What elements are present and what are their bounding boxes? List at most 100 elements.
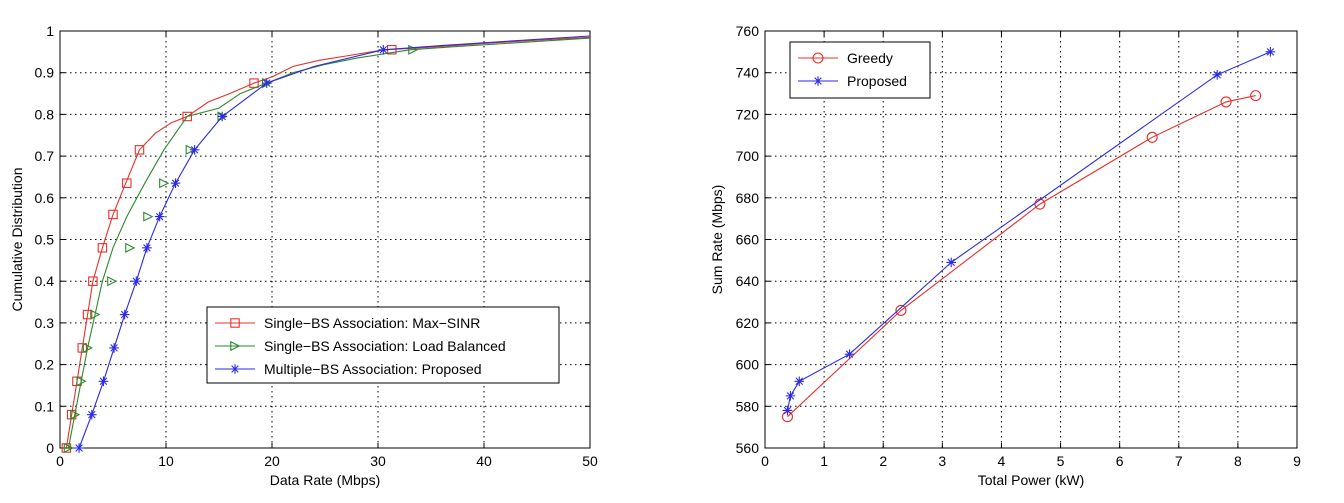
data-point [134, 145, 145, 155]
data-point [794, 376, 805, 387]
x-tick-label: 7 [1175, 453, 1183, 469]
y-tick-label: 640 [736, 273, 760, 289]
y-tick-label: 0 [46, 440, 54, 456]
data-point [98, 376, 109, 387]
y-tick-label: 620 [736, 315, 760, 331]
data-point [895, 304, 907, 316]
y-tick-label: 0.4 [35, 273, 55, 289]
data-point [77, 343, 88, 353]
data-point [249, 78, 259, 88]
data-point [107, 276, 118, 287]
data-point [1220, 96, 1232, 108]
x-tick-label: 9 [1293, 453, 1301, 469]
y-axis-label: Cumulative Distribution [9, 168, 25, 312]
sum-rate-chart: 0 1 2 3 4 5 6 7 8 9 560 580 600 620 640 660 680 700 720 740… [709, 23, 1301, 488]
data-point [142, 243, 152, 253]
y-tick-label: 0.1 [35, 398, 55, 414]
y-tick-label: 1 [46, 23, 54, 39]
data-point [785, 391, 796, 401]
y-tick-label: 0.6 [35, 190, 55, 206]
x-tick-label: 10 [158, 453, 174, 469]
data-point [782, 405, 793, 416]
data-point [97, 243, 108, 253]
series-3 [74, 35, 591, 453]
data-point [109, 343, 119, 353]
legend-swatch-marker [813, 76, 823, 86]
data-point [185, 144, 196, 155]
legend: Single−BS Association: Max−SINR Single−BS… [206, 306, 560, 384]
data-point [261, 78, 272, 88]
data-point [170, 178, 181, 189]
y-tick-label: 0.2 [35, 357, 55, 373]
data-point [131, 276, 142, 286]
data-point [82, 342, 93, 354]
x-tick-label: 30 [370, 453, 386, 469]
legend-item: Multiple−BS Association: Proposed [215, 361, 482, 377]
data-point [159, 178, 170, 189]
y-tick-label: 720 [736, 106, 760, 122]
data-point [154, 211, 165, 222]
data-point [108, 209, 118, 220]
data-point [1146, 131, 1158, 143]
y-tick-label: 0.3 [35, 315, 55, 331]
y-tick-label: 0.8 [35, 106, 55, 122]
legend-label: Multiple−BS Association: Proposed [264, 361, 482, 377]
x-tick-label: 40 [476, 453, 492, 469]
data-point [946, 257, 956, 268]
y-tick-label: 0.7 [35, 148, 55, 164]
legend-item: Greedy [798, 50, 893, 66]
data-point [217, 111, 227, 122]
data-point [189, 145, 200, 155]
data-point [182, 111, 192, 122]
data-point [74, 443, 84, 453]
data-point [844, 349, 855, 359]
data-point [1265, 47, 1276, 57]
data-point [90, 309, 101, 320]
legend-item: Proposed [798, 73, 907, 89]
data-point [70, 409, 81, 420]
legend-label: Proposed [847, 73, 907, 89]
legend-box [206, 306, 560, 384]
x-tick-label: 1 [820, 453, 828, 469]
data-point [1212, 69, 1222, 80]
legend-label: Greedy [847, 50, 893, 66]
legend-item: Single−BS Association: Load Balanced [215, 338, 506, 354]
data-point [87, 409, 97, 420]
y-axis-label: Sum Rate (Mbps) [709, 185, 725, 295]
y-tick-label: 740 [736, 65, 760, 81]
y-tick-label: 560 [736, 440, 760, 456]
legend-label: Single−BS Association: Load Balanced [264, 338, 506, 354]
legend-swatch-marker [230, 318, 240, 328]
legend-label: Single−BS Association: Max−SINR [264, 315, 480, 331]
y-tick-label: 0.5 [35, 232, 55, 248]
data-point [88, 276, 98, 286]
data-point [378, 44, 389, 55]
data-point [63, 442, 74, 454]
x-tick-label: 8 [1234, 453, 1242, 469]
data-point [76, 376, 87, 387]
x-tick-label: 0 [761, 453, 769, 469]
data-point [125, 242, 136, 253]
series-line [67, 37, 591, 449]
data-point [1250, 90, 1262, 102]
x-axis-label: Total Power (kW) [978, 472, 1085, 488]
series-2 [782, 47, 1276, 416]
data-point [122, 178, 132, 188]
x-tick-label: 4 [998, 453, 1006, 469]
data-point [82, 309, 93, 320]
y-tick-label: 760 [736, 23, 760, 39]
x-tick-label: 20 [264, 453, 280, 469]
x-tick-label: 2 [879, 453, 887, 469]
x-tick-label: 6 [1116, 453, 1124, 469]
y-tick-label: 0.9 [35, 65, 55, 81]
x-tick-label: 5 [1057, 453, 1065, 469]
y-tick-label: 600 [736, 357, 760, 373]
data-point [61, 443, 72, 453]
x-tick-label: 50 [582, 453, 598, 469]
legend-swatch-marker [812, 52, 824, 64]
y-tick-label: 700 [736, 148, 760, 164]
legend-swatch-marker [230, 364, 240, 374]
y-tick-label: 660 [736, 232, 760, 248]
legend-swatch-marker [230, 340, 241, 352]
